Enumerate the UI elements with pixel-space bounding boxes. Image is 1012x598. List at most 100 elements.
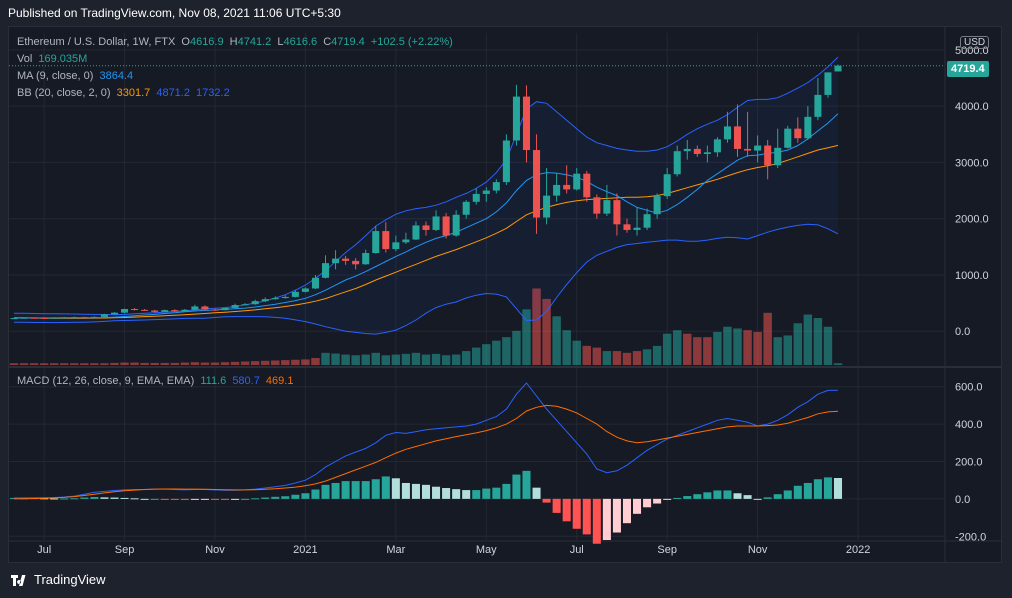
candle-body <box>713 139 721 153</box>
macd-histogram-bar <box>140 498 149 500</box>
candle-body <box>593 197 601 214</box>
macd-tick-label: -200.0 <box>955 531 986 543</box>
open-value: 4616.9 <box>189 36 224 48</box>
candle-body <box>653 196 661 215</box>
ma-legend[interactable]: MA (9, close, 0) 3864.4 <box>17 70 136 82</box>
volume-bar <box>482 344 491 365</box>
candle-body <box>321 263 330 278</box>
macd-histogram-bar <box>522 470 531 499</box>
macd-histogram-bar <box>462 490 471 499</box>
macd-histogram-bar <box>150 498 159 500</box>
macd-histogram-bar <box>100 497 109 499</box>
candle-body <box>432 216 440 230</box>
volume-bar <box>612 351 622 365</box>
volume-bar <box>672 330 682 365</box>
price-tick-label: 3000.0 <box>955 157 989 169</box>
volume-bar <box>492 340 501 365</box>
volume-bar <box>522 309 531 365</box>
candle-body <box>673 151 681 175</box>
macd-histogram-bar <box>773 494 782 499</box>
volume-bar <box>461 351 471 365</box>
candle-body <box>10 318 18 320</box>
macd-legend[interactable]: MACD (12, 26, close, 9, EMA, EMA) 111.6 … <box>17 375 296 387</box>
volume-bar <box>502 337 511 365</box>
macd-histogram-bar <box>472 490 481 499</box>
close-value: 4719.4 <box>331 36 365 48</box>
bb-lower-line <box>13 223 839 335</box>
volume-bar <box>793 323 803 365</box>
volume-bar <box>451 354 461 365</box>
c-label: C <box>323 36 332 48</box>
macd-histogram-bar <box>502 483 511 499</box>
symbol-legend[interactable]: Ethereum / U.S. Dollar, 1W, FTX O4616.9 … <box>17 36 456 48</box>
bb-mid-value: 3301.7 <box>116 87 151 99</box>
volume-bar <box>301 359 310 365</box>
macd-histogram-bar <box>80 497 89 499</box>
macd-histogram-bar <box>411 483 420 499</box>
candle-body <box>482 190 490 194</box>
volume-bar <box>291 359 300 365</box>
candle-body <box>191 306 199 310</box>
bb-label: BB (20, close, 2, 0) <box>17 87 111 99</box>
symbol-name: Ethereum / U.S. Dollar, 1W, FTX <box>17 36 176 48</box>
volume-bar <box>512 330 521 365</box>
volume-legend[interactable]: Vol 169.035M <box>17 53 90 65</box>
bb-legend[interactable]: BB (20, close, 2, 0) 3301.7 4871.2 1732.… <box>17 87 233 99</box>
signal-line <box>13 404 839 500</box>
time-tick-label: 2021 <box>293 544 317 556</box>
volume-bar <box>552 316 561 365</box>
volume-bar <box>331 353 340 365</box>
macd-histogram-bar <box>251 498 260 500</box>
candle-body <box>291 291 299 297</box>
macd-histogram-bar <box>281 496 290 499</box>
volume-bar <box>472 347 481 365</box>
macd-histogram-bar <box>592 498 601 544</box>
macd-histogram-bar <box>823 477 832 499</box>
macd-histogram-bar <box>120 497 129 499</box>
time-tick-label: Nov <box>748 544 768 556</box>
volume-bar <box>743 330 752 365</box>
macd-histogram-bar <box>532 487 541 499</box>
currency-label[interactable]: USD <box>960 36 990 49</box>
volume-bar <box>19 363 29 365</box>
macd-histogram-bar <box>170 498 179 500</box>
macd-histogram-bar <box>200 498 209 500</box>
macd-histogram-bar <box>331 482 340 499</box>
candle-body <box>472 193 480 202</box>
volume-bar <box>562 330 571 365</box>
candle-body <box>543 195 551 218</box>
volume-bar <box>371 352 380 365</box>
volume-bar <box>723 326 732 365</box>
tradingview-logo-icon <box>11 574 26 586</box>
volume-bar <box>823 326 833 365</box>
candle-body <box>462 201 470 215</box>
high-value: 4741.2 <box>237 36 272 48</box>
candle-body <box>151 310 159 312</box>
footer[interactable]: TradingView <box>10 572 106 587</box>
volume-bar <box>210 362 220 365</box>
volume-bar <box>9 363 19 365</box>
candle-body <box>452 214 460 236</box>
candle-body <box>422 225 430 230</box>
time-tick-label: Nov <box>205 544 225 556</box>
macd-histogram-bar <box>803 482 812 499</box>
price-tick-label: 0.0 <box>955 326 970 338</box>
candle-body <box>121 309 129 313</box>
macd-histogram-bar <box>512 474 521 499</box>
change-value: +102.5 (+2.22%) <box>370 36 453 48</box>
price-tick-label: 2000.0 <box>955 214 989 226</box>
candle-body <box>181 309 189 311</box>
volume-bar <box>311 358 320 365</box>
volume-bar <box>341 354 350 365</box>
candle-body <box>563 184 571 190</box>
volume-bar <box>431 353 441 365</box>
candle-body <box>90 316 98 318</box>
candle-body <box>372 231 380 254</box>
volume-bar <box>401 353 411 365</box>
volume-bar <box>90 363 99 365</box>
volume-bar <box>120 362 129 365</box>
candle-body <box>723 126 731 140</box>
candle-body <box>492 182 500 191</box>
macd-histogram-bar <box>60 498 69 500</box>
